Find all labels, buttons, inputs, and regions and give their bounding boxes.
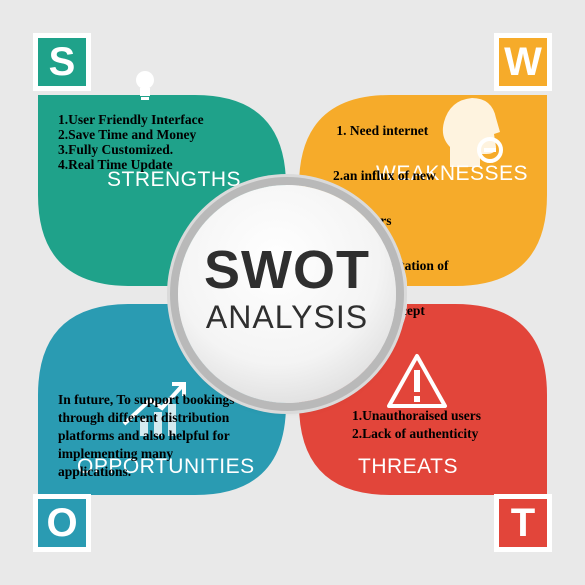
warning-triangle-icon (387, 354, 447, 408)
weaknesses-item: 1. Need internet (333, 123, 429, 138)
threats-list: 1.Unauthoraised users 2.Lack of authenti… (352, 407, 481, 443)
corner-o-badge: O (33, 494, 91, 552)
threats-item: 2.Lack of authenticity (352, 426, 479, 441)
strengths-label: STRENGTHS (107, 168, 242, 191)
opportunities-line: implementing many (58, 446, 174, 461)
corner-t-badge: T (494, 494, 552, 552)
center-subtitle: ANALYSIS (205, 299, 369, 335)
corner-w-badge: W (494, 33, 552, 91)
growth-chart-icon (122, 382, 186, 436)
threats-item: 1.Unauthoraised users (352, 408, 482, 423)
weaknesses-item: 2.an influx of new (333, 168, 436, 183)
opportunities-line: through different distribution (58, 410, 230, 425)
weaknesses-label: WEAKNESSES (376, 162, 529, 185)
head-minus-icon (442, 98, 503, 167)
threats-label: THREATS (358, 455, 458, 478)
opportunities-line: applications. (58, 464, 132, 479)
strengths-item: 4.Real Time Update (58, 157, 173, 172)
strengths-item: 2.Save Time and Money (58, 127, 197, 142)
strengths-list: 1.User Friendly Interface 2.Save Time an… (58, 112, 204, 172)
opportunities-line: platforms and also helpful for (58, 428, 230, 443)
opportunities-label: OPPORTUNITIES (77, 455, 255, 478)
lightbulb-icon (136, 71, 154, 100)
center-title: SWOT (204, 240, 370, 300)
strengths-item: 3.Fully Customized. (58, 142, 174, 157)
opportunities-text: In future, To support bookings through d… (58, 391, 234, 481)
strengths-item: 1.User Friendly Interface (58, 112, 204, 127)
opportunities-line: In future, To support bookings (58, 392, 235, 407)
center-disc (178, 185, 396, 403)
corner-s-badge: S (33, 33, 91, 91)
